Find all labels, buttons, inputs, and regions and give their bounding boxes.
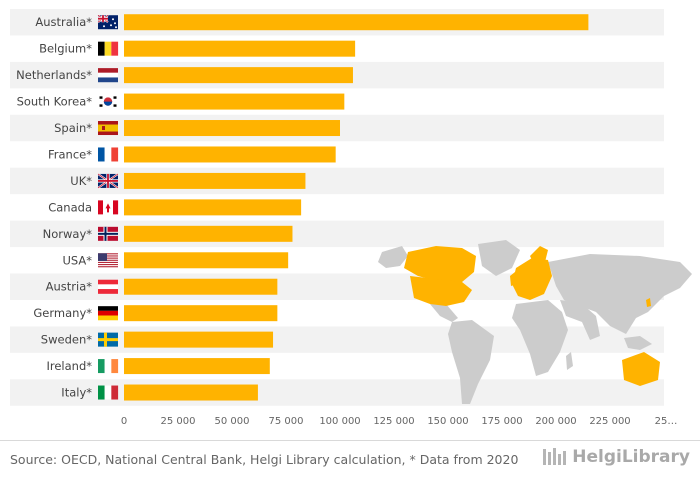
category-labels: Australia* Belgium* Netherlands* South Kore… — [16, 15, 92, 399]
flag-usa-icon — [98, 253, 118, 268]
category-label: Germany* — [33, 306, 92, 320]
flag-austria-icon — [98, 279, 118, 294]
map-landmass — [624, 336, 652, 350]
map-landmass — [478, 240, 520, 276]
flag-australia-icon — [97, 14, 118, 30]
bar — [124, 252, 289, 269]
map-landmass — [512, 300, 568, 376]
x-tick-label: 200 000 — [535, 416, 576, 427]
flag-germany-icon — [98, 306, 118, 321]
bar — [124, 199, 302, 216]
map-highlight-country — [622, 352, 660, 386]
bar — [124, 331, 274, 348]
map-landmass — [430, 304, 458, 322]
map-landmass — [548, 254, 692, 334]
bar — [124, 278, 278, 295]
bar-chart: Australia* Belgium* Netherlands* South Kore… — [10, 9, 692, 427]
library-icon — [543, 448, 567, 465]
x-axis-ticks: 0 25 000 50 000 75 000 100 000 125 000 150 000… — [121, 416, 678, 427]
bars — [124, 14, 589, 401]
category-label: Sweden* — [41, 333, 92, 347]
category-label: Spain* — [54, 121, 92, 135]
category-label: South Korea* — [17, 95, 93, 109]
bar — [124, 93, 345, 110]
category-label: USA* — [62, 253, 92, 267]
bar — [124, 146, 336, 163]
brand-logo: HelgiLibrary — [542, 447, 690, 467]
row-band — [10, 379, 664, 406]
category-label: Australia* — [35, 15, 92, 29]
flag-norway-icon — [98, 226, 118, 241]
x-tick-label: 25 000 — [161, 416, 196, 427]
brand-name: HelgiLibrary — [572, 447, 690, 467]
x-tick-label: 0 — [121, 416, 127, 427]
category-label: UK* — [70, 174, 92, 188]
bar — [124, 120, 340, 137]
map-highlight-country — [530, 246, 548, 268]
row-band — [10, 220, 664, 248]
category-label: Austria* — [46, 280, 93, 294]
x-tick-label: 75 000 — [269, 416, 304, 427]
footer-divider — [0, 440, 700, 441]
world-map — [378, 240, 692, 404]
bar — [124, 358, 270, 375]
x-tick-label: 225 000 — [589, 416, 630, 427]
map-highlight-country — [404, 246, 476, 282]
bar — [124, 305, 278, 322]
bar — [124, 172, 306, 189]
x-tick-label: 25… — [655, 416, 678, 427]
category-label: Belgium* — [39, 42, 92, 56]
flag-spain-icon — [98, 121, 118, 136]
flag-canada-icon — [98, 200, 119, 215]
category-label: Netherlands* — [16, 68, 92, 82]
flag-netherlands-icon — [98, 68, 118, 83]
row-band — [10, 167, 664, 195]
x-tick-label: 125 000 — [373, 416, 414, 427]
flag-south-korea-icon — [98, 94, 118, 109]
x-tick-label: 150 000 — [427, 416, 468, 427]
bar — [124, 67, 353, 84]
map-highlight-country — [512, 258, 552, 300]
map-landmass — [448, 320, 494, 404]
x-tick-label: 100 000 — [319, 416, 360, 427]
flag-belgium-icon — [98, 41, 119, 56]
flag-sweden-icon — [98, 332, 118, 347]
source-note: Source: OECD, National Central Bank, Hel… — [10, 452, 519, 467]
map-landmass — [566, 352, 573, 370]
x-tick-label: 50 000 — [215, 416, 250, 427]
flag-ireland-icon — [98, 359, 119, 374]
category-label: Canada — [48, 200, 92, 214]
flag-italy-icon — [98, 385, 119, 400]
bar — [124, 40, 356, 57]
flag-uk-icon — [97, 173, 119, 189]
category-label: Ireland* — [46, 359, 92, 373]
bar — [124, 14, 589, 31]
map-highlight-country — [646, 298, 651, 307]
bar — [124, 384, 258, 401]
category-label: Italy* — [61, 386, 92, 400]
map-landmass — [378, 246, 408, 268]
map-highlight-country — [510, 272, 517, 286]
row-bands — [10, 9, 664, 406]
map-highlight-country — [410, 276, 472, 306]
bar — [124, 225, 293, 242]
x-tick-label: 175 000 — [481, 416, 522, 427]
country-flags — [97, 14, 119, 400]
category-label: France* — [48, 147, 92, 161]
map-landmass — [560, 300, 600, 340]
flag-france-icon — [98, 147, 119, 162]
category-label: Norway* — [43, 227, 93, 241]
